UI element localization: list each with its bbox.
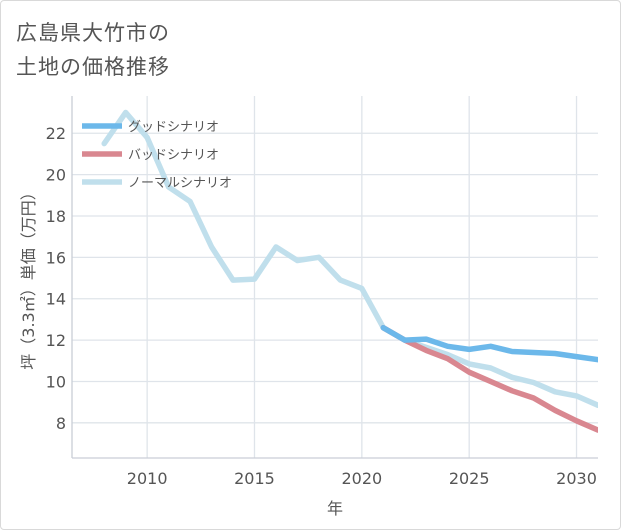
- x-tick-label: 2020: [341, 469, 382, 488]
- legend-label: バッドシナリオ: [128, 148, 219, 163]
- y-tick-label: 10: [46, 372, 66, 391]
- y-tick-label: 20: [46, 166, 66, 185]
- y-tick-label: 8: [56, 414, 66, 433]
- y-tick-label: 14: [46, 290, 66, 309]
- y-axis-title: 坪（3.3㎡）単価（万円）: [19, 184, 38, 369]
- grid-lines: [72, 96, 598, 458]
- x-tick-label: 2030: [556, 469, 597, 488]
- y-tick-label: 22: [46, 124, 66, 143]
- tick-labels: 2010 2015 2020 2025 2030 8 10 12 14 16 18 20 22: [46, 124, 597, 488]
- chart-title-line-1: 広島県大竹市の: [16, 21, 170, 45]
- x-tick-label: 2025: [449, 469, 490, 488]
- chart-title-line-2: 土地の価格推移: [16, 55, 170, 79]
- series-line-2: [101, 109, 598, 409]
- series-line-0: [380, 324, 598, 363]
- x-tick-label: 2010: [127, 469, 168, 488]
- y-tick-label: 12: [46, 331, 66, 350]
- series-lines: [101, 109, 598, 433]
- legend-label: ノーマルシナリオ: [128, 176, 232, 191]
- legend-label: グッドシナリオ: [128, 120, 219, 135]
- series-line-1: [380, 324, 598, 433]
- y-tick-label: 18: [46, 207, 66, 226]
- x-tick-label: 2015: [234, 469, 275, 488]
- y-tick-label: 16: [46, 248, 66, 267]
- axes: [71, 96, 598, 459]
- x-axis-title: 年: [327, 499, 343, 518]
- chart-title: 広島県大竹市の 土地の価格推移: [16, 16, 170, 84]
